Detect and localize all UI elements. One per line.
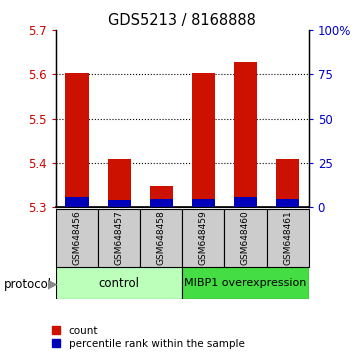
Text: control: control xyxy=(99,277,140,290)
FancyBboxPatch shape xyxy=(140,209,182,267)
FancyBboxPatch shape xyxy=(266,209,309,267)
Text: GSM648461: GSM648461 xyxy=(283,211,292,266)
FancyBboxPatch shape xyxy=(182,209,225,267)
Bar xyxy=(234,62,257,207)
Title: GDS5213 / 8168888: GDS5213 / 8168888 xyxy=(108,12,256,28)
Text: GSM648457: GSM648457 xyxy=(115,211,123,266)
FancyBboxPatch shape xyxy=(182,267,309,299)
Text: ▶: ▶ xyxy=(48,278,58,291)
Text: GSM648458: GSM648458 xyxy=(157,211,166,266)
Text: MIBP1 overexpression: MIBP1 overexpression xyxy=(184,278,306,288)
Bar xyxy=(276,159,299,207)
Bar xyxy=(234,198,257,207)
Bar xyxy=(65,73,88,207)
FancyBboxPatch shape xyxy=(56,267,182,299)
Bar xyxy=(150,199,173,207)
Text: protocol: protocol xyxy=(4,278,52,291)
FancyBboxPatch shape xyxy=(225,209,266,267)
Bar xyxy=(108,159,131,207)
Bar xyxy=(276,199,299,207)
Text: GSM648456: GSM648456 xyxy=(73,211,82,266)
Text: GSM648459: GSM648459 xyxy=(199,211,208,266)
Bar xyxy=(192,199,215,207)
FancyBboxPatch shape xyxy=(98,209,140,267)
Bar xyxy=(150,186,173,207)
Legend: count, percentile rank within the sample: count, percentile rank within the sample xyxy=(52,326,245,349)
Text: GSM648460: GSM648460 xyxy=(241,211,250,266)
FancyBboxPatch shape xyxy=(56,209,98,267)
Bar xyxy=(192,73,215,207)
Bar xyxy=(108,200,131,207)
Bar xyxy=(65,198,88,207)
